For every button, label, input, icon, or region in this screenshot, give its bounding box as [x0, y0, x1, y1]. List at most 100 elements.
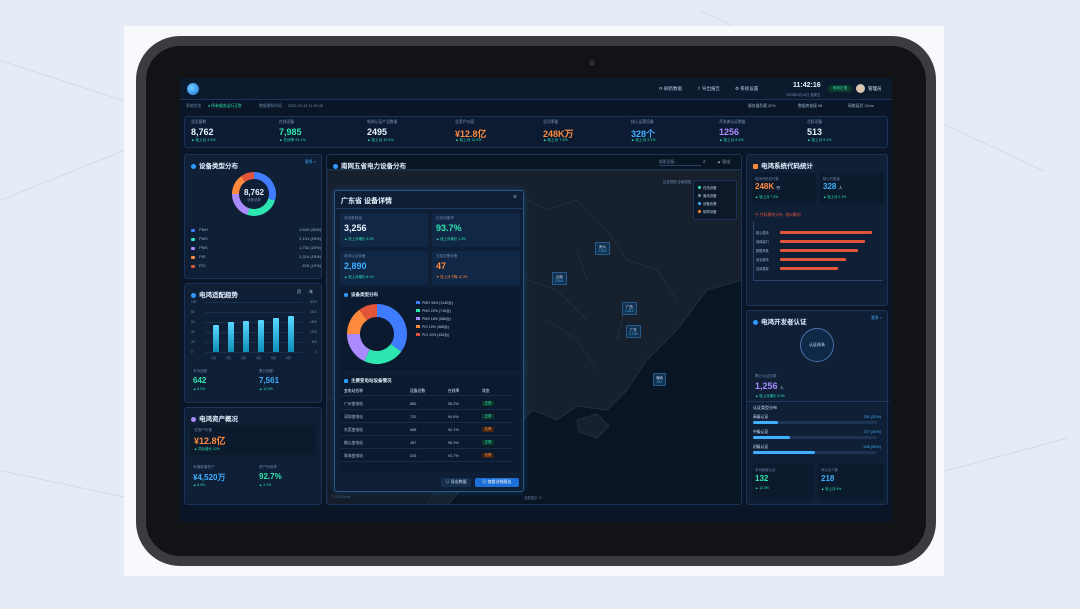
core-dev-change: ▲ 较上月 2.1%	[823, 195, 847, 199]
module-name: 数据采集	[756, 249, 769, 253]
refresh-button[interactable]: ⟳ 刷新数据	[659, 86, 683, 91]
monthly-adapt-label: 本月适配	[193, 369, 208, 373]
detail-stat-alarm: 当前告警设备 47 ▼ 较上月下降 12.3%	[432, 251, 520, 285]
table-row[interactable]: 佛山变电站 487 96.3% 正常	[340, 437, 512, 449]
code-icon	[753, 163, 758, 169]
view-report-button[interactable]: ▤ 查看详细报告	[475, 478, 519, 487]
app-logo	[187, 83, 199, 95]
map-export-label: 导出	[722, 159, 731, 164]
map-title: 南网五省电力设备分布	[333, 160, 406, 170]
detail-s4-change: ▼ 较上月下降 12.3%	[436, 275, 468, 279]
module-chart: 核心模块 电网接口 数据采集 安全模块 应用框架	[753, 221, 883, 281]
legend-dot	[698, 194, 701, 197]
map-legend-item: 离线设备	[698, 193, 717, 198]
device-type-panel: 设备类型分布 更多 > 8,762 设备总数 PMH 2,629 (30%) PMS…	[184, 154, 322, 279]
legend-swatch	[191, 264, 195, 268]
legend-swatch	[191, 237, 195, 241]
new-asset-label: 本期新增资产	[193, 465, 215, 469]
map-region-label[interactable]: 贵州 1,923	[595, 242, 610, 255]
map-region-label[interactable]: 广西 1,612	[622, 302, 637, 315]
grid-line	[205, 352, 303, 353]
kpi-change: ▲ 在线率 91.1%	[279, 138, 306, 142]
new-cert-box: 本月新增认证 132 ▲ 12.3%	[752, 464, 814, 500]
kpi-value: 1256	[719, 127, 740, 137]
detail-s3-value: 2,890	[344, 261, 367, 271]
device-type-more-link[interactable]: 更多 >	[305, 160, 316, 164]
certification-badge-text: 认证体系	[809, 342, 825, 347]
dashboard-screen: ⟳ 刷新数据 ⇪ 导出报告 ⚙ 系统设置 11:42:16 2025年4月15日…	[180, 78, 892, 522]
legend-row: PMS 2,191 (25%)	[191, 236, 321, 243]
status-badge: 告警	[482, 453, 494, 458]
dev-total-label: 累计认证总数	[755, 374, 777, 378]
detail-table: 主要变电站设备情况 变电站名称 设备总数 在线率 状态 广州变电站 856 95.2% 正常深…	[340, 375, 520, 471]
map-icon	[333, 163, 338, 169]
export-report-button[interactable]: ⇪ 导出报告	[697, 86, 721, 91]
map-legend-item: 故障设备	[698, 209, 717, 214]
map-region-label[interactable]: 广东 2,105	[626, 325, 641, 338]
update-value: 2025-04-15 11:30:45	[288, 104, 323, 108]
monthly-adapt-value: 642	[193, 376, 207, 385]
table-header: 变电站名称 设备总数 在线率 状态	[340, 387, 512, 396]
legend-name: PMH	[199, 227, 208, 232]
map-region-label[interactable]: 云南 2,841	[552, 272, 567, 285]
kpi-change: ▲ 较上月 6.1%	[807, 138, 832, 142]
column-header: 设备总数	[410, 389, 426, 393]
donut-slice	[359, 304, 377, 321]
dev-total-change: ▲ 较上月增长 8.3%	[755, 394, 785, 398]
kpi-value: 328个	[631, 129, 656, 139]
map-toggle[interactable]: 区县视图 全局视图	[663, 179, 691, 184]
global-view[interactable]: 全局视图	[677, 180, 692, 184]
avatar[interactable]	[856, 84, 865, 93]
donut-slice	[347, 309, 368, 334]
code-lines-label: 电鸿代码总行数	[755, 177, 779, 181]
bar-area: 1月 2月 3月 4月 5月 6月	[209, 302, 301, 360]
map-legend-text: 离线设备	[703, 194, 717, 198]
detail-legend-text: PMH 35% (1140台)	[422, 301, 453, 305]
detail-s1-change: ▲ 较上月增长 5.2%	[344, 237, 374, 241]
system-status-badge: 系统正常	[828, 85, 852, 92]
x-tick: 3月	[241, 356, 246, 360]
table-row[interactable]: 广州变电站 856 95.2% 正常	[340, 398, 512, 410]
status-badge: 告警	[482, 427, 494, 432]
x-tick: 6月	[286, 356, 291, 360]
table-row[interactable]: 深圳变电站 732 94.8% 正常	[340, 411, 512, 423]
kpi-label: 总设备数	[191, 120, 207, 124]
region-count: 281	[656, 380, 663, 384]
y2-tick: 1200	[309, 330, 317, 334]
table-row[interactable]: 东莞变电站 568 92.1% 告警	[340, 424, 512, 436]
donut-slice	[247, 198, 275, 216]
trend-chart: 100 80 60 40 20 0 3000 2400 1800 1200 600 0 1月 2月 3月 4月…	[191, 300, 317, 362]
detail-legend-text: PCI 10% (326台)	[422, 333, 450, 337]
module-name: 安全模块	[756, 258, 769, 262]
trend-title: 电鸿适配趋势	[191, 289, 238, 299]
settings-button[interactable]: ⚙ 系统设置	[735, 86, 759, 91]
kpi-strip: 总设备数 8,762 ▲ 较上月 4.5% 在线设备 7,985 ▲ 在线率 91.1% 电…	[184, 116, 888, 148]
map-region-label[interactable]: 海南 281	[653, 373, 666, 386]
table-row[interactable]: 珠海变电站 326 93.7% 告警	[340, 450, 512, 462]
donut-slice	[232, 176, 246, 194]
map-legend: 在线设备 离线设备 设备告警 故障设备	[693, 180, 737, 220]
tab-year[interactable]: 年	[309, 289, 313, 294]
y2-tick: 3000	[309, 300, 317, 304]
close-icon[interactable]: ×	[512, 194, 517, 201]
search-icon[interactable]: ⌕	[703, 159, 706, 165]
station-rate: 95.2%	[448, 402, 459, 406]
map-search-input[interactable]: 搜索设备...	[659, 158, 701, 166]
detail-s1-label: 总设备数量	[344, 216, 362, 220]
kpi-label: 总功率量	[543, 120, 559, 124]
kpi-label: 核心运营设备	[631, 120, 654, 124]
station-name: 深圳变电站	[344, 415, 363, 419]
settings-label: 系统设置	[740, 86, 759, 91]
kpi-change: ▲ 较上月 12.0%	[455, 138, 482, 142]
export-data-button[interactable]: ⇩ 导出数据	[441, 478, 471, 487]
user-name[interactable]: 管理员	[868, 86, 882, 91]
code-lines-change: ▲ 较上月 7.3%	[755, 195, 779, 199]
core-dev-label: 核心开发者	[823, 177, 840, 181]
y2-tick: 0	[315, 350, 317, 354]
developer-more-link[interactable]: 更多 >	[871, 316, 882, 320]
detail-s2-value: 93.7%	[436, 223, 462, 233]
district-view[interactable]: 区县视图	[663, 180, 677, 184]
map-export-button[interactable]: ▲ 导出	[717, 159, 731, 164]
donut-slice	[364, 343, 402, 364]
tab-month[interactable]: 月	[297, 289, 301, 294]
